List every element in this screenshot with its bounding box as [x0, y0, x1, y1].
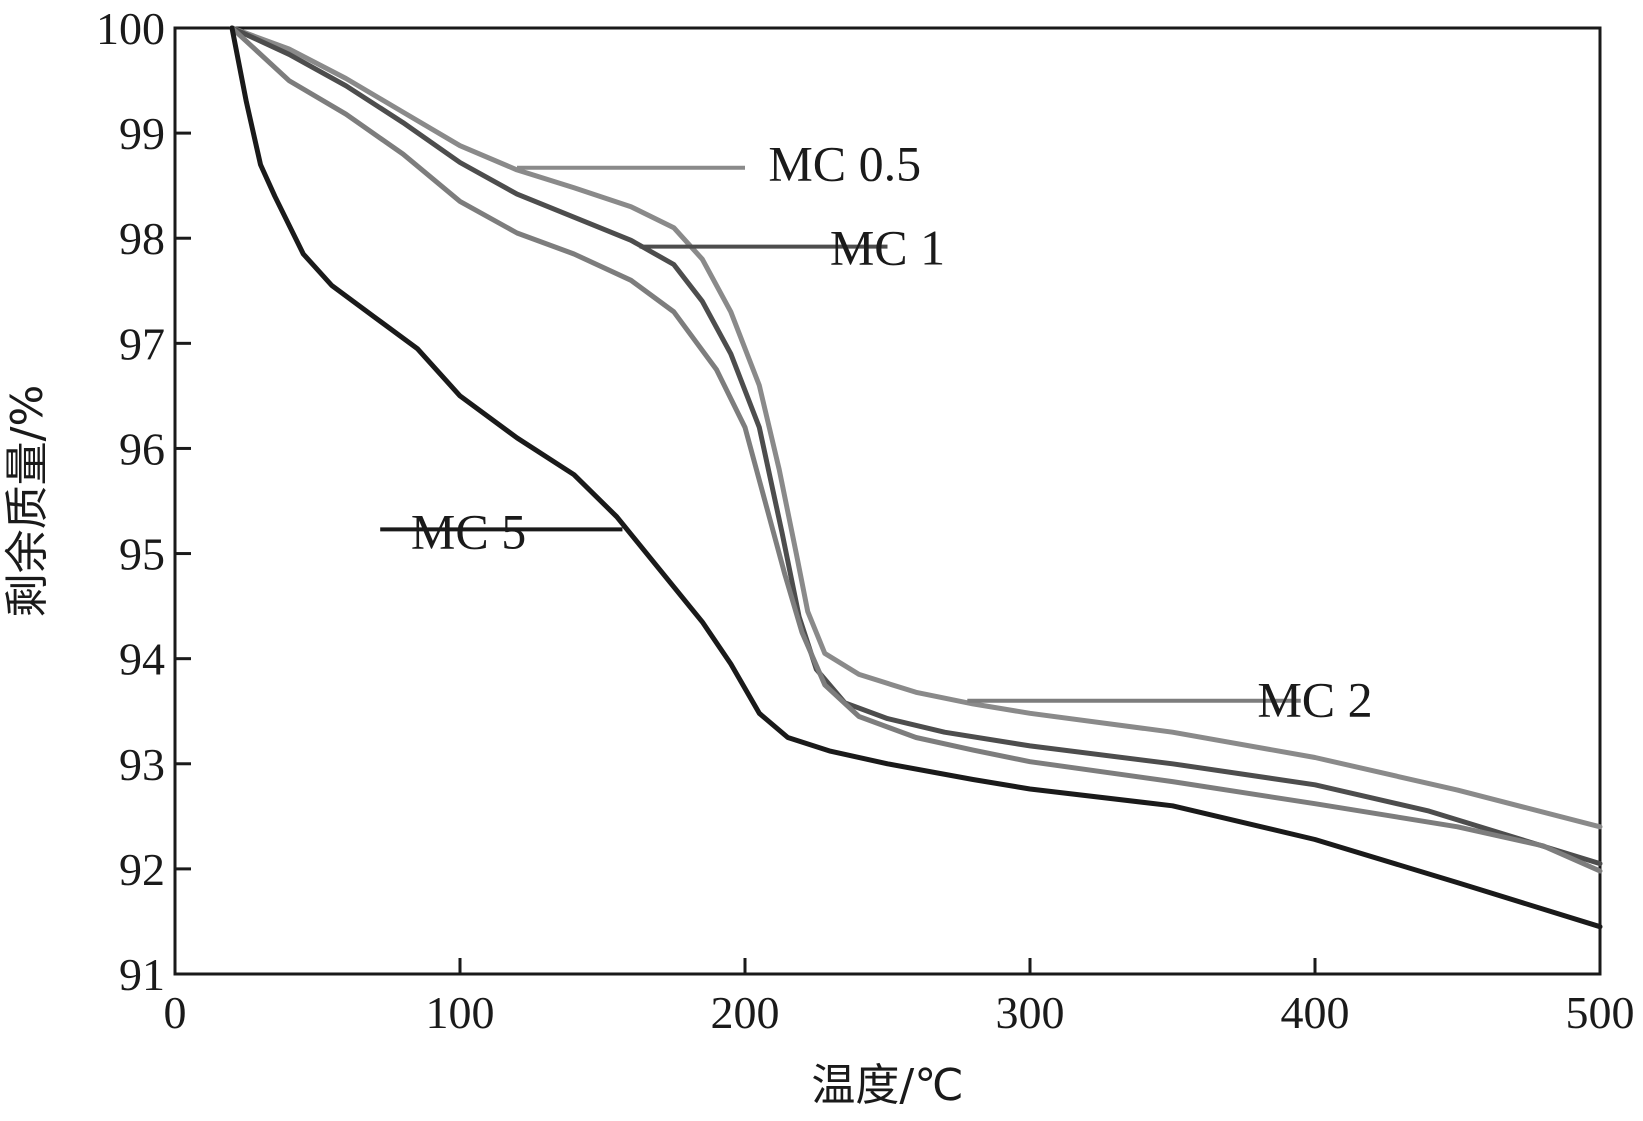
y-tick-label: 98 — [119, 213, 165, 264]
x-tick-label: 400 — [1281, 987, 1350, 1038]
x-axis-title: 温度/℃ — [811, 1060, 963, 1111]
series-line-mc-0-5 — [229, 25, 1603, 830]
series-line-mc-2 — [229, 25, 1603, 874]
series-label-mc-1: MC 1 — [830, 220, 945, 276]
series-label-mc-0-5: MC 0.5 — [768, 136, 921, 192]
x-tick-label: 500 — [1566, 987, 1635, 1038]
x-tick-label: 0 — [164, 987, 187, 1038]
y-axis-title: 剩余质量/% — [2, 385, 53, 618]
series-label-mc-5: MC 5 — [411, 504, 526, 560]
y-tick-label: 94 — [119, 634, 165, 685]
series-line-mc-1 — [229, 25, 1603, 867]
y-tick-label: 91 — [119, 949, 165, 1000]
x-tick-label: 100 — [426, 987, 495, 1038]
y-tick-label: 97 — [119, 318, 165, 369]
y-tick-label: 93 — [119, 739, 165, 790]
y-tick-label: 96 — [119, 423, 165, 474]
y-tick-label: 99 — [119, 108, 165, 159]
series-label-mc-2: MC 2 — [1257, 672, 1372, 728]
series-line-mc-5 — [229, 25, 1603, 930]
y-tick-label: 100 — [96, 3, 165, 54]
y-tick-label: 92 — [119, 844, 165, 895]
x-tick-label: 300 — [996, 987, 1065, 1038]
x-tick-label: 200 — [711, 987, 780, 1038]
plot-frame — [173, 26, 1602, 976]
y-tick-label: 95 — [119, 529, 165, 580]
